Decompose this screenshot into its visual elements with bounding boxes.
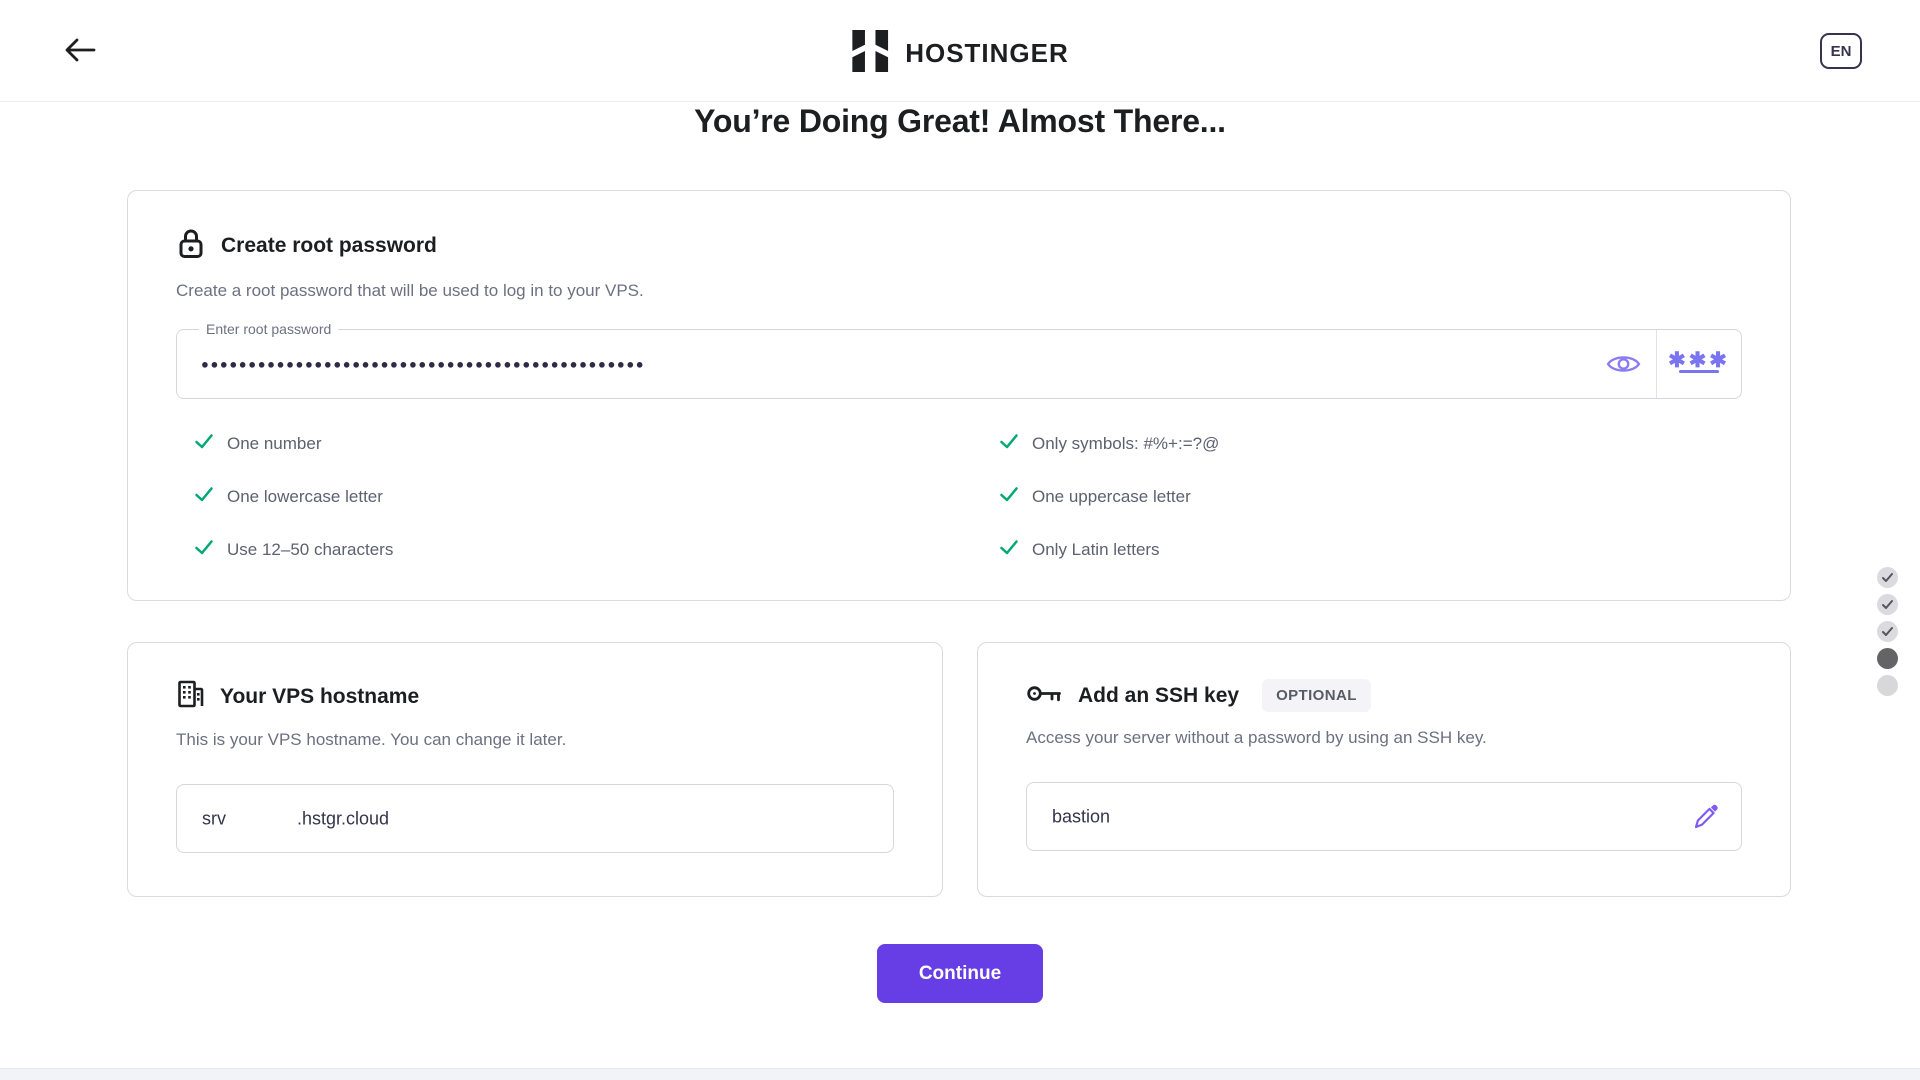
root-password-field[interactable]: Enter root password ●●●●●●●●●●●●●●●●●●●●… xyxy=(176,321,1742,399)
password-card-title: Create root password xyxy=(221,234,437,257)
ssh-key-input[interactable]: bastion xyxy=(1026,782,1742,851)
step-indicator-1[interactable] xyxy=(1877,567,1898,588)
step-indicator-2[interactable] xyxy=(1877,594,1898,615)
check-icon xyxy=(999,537,1019,562)
logo-wordmark: HOSTINGER xyxy=(905,38,1069,68)
ssh-card-header: Add an SSH key OPTIONAL xyxy=(1026,679,1742,712)
lock-icon xyxy=(176,227,206,265)
ssh-card-title: Add an SSH key xyxy=(1078,683,1240,707)
back-button[interactable] xyxy=(62,36,98,66)
continue-button[interactable]: Continue xyxy=(877,944,1043,1003)
edit-ssh-key-button[interactable] xyxy=(1692,803,1719,830)
check-icon xyxy=(999,431,1019,456)
ssh-key-value[interactable]: bastion xyxy=(1052,806,1111,826)
password-card-description: Create a root password that will be used… xyxy=(176,281,644,300)
ssh-key-card: Add an SSH key OPTIONAL Access your serv… xyxy=(977,642,1791,897)
building-icon xyxy=(176,679,205,714)
footer-strip xyxy=(0,1068,1920,1080)
pencil-icon xyxy=(1692,804,1719,833)
check-icon xyxy=(194,537,214,562)
hostname-card-description: This is your VPS hostname. You can chang… xyxy=(176,730,567,749)
setup-progress-stepper xyxy=(1877,567,1898,696)
ssh-card-description: Access your server without a password by… xyxy=(1026,728,1487,747)
requirement-one-number: One number xyxy=(194,431,999,456)
field-divider xyxy=(1656,330,1657,398)
hostname-input[interactable]: srv .hstgr.cloud xyxy=(176,784,894,853)
root-password-masked-value[interactable]: ●●●●●●●●●●●●●●●●●●●●●●●●●●●●●●●●●●●●●●●●… xyxy=(201,356,646,372)
hostname-suffix: .hstgr.cloud xyxy=(297,808,390,828)
check-icon xyxy=(999,484,1019,509)
top-bar: HOSTINGER EN xyxy=(0,0,1920,102)
hostname-card-header: Your VPS hostname xyxy=(176,679,894,714)
page-title: You’re Doing Great! Almost There... xyxy=(694,103,1226,139)
create-root-password-card: Create root password Create a root passw… xyxy=(127,190,1791,601)
requirement-length: Use 12–50 characters xyxy=(194,537,999,562)
hostinger-logo-icon xyxy=(851,30,889,77)
arrow-left-icon xyxy=(64,38,96,66)
requirement-one-uppercase: One uppercase letter xyxy=(999,484,1742,509)
key-icon xyxy=(1026,680,1063,712)
requirement-only-symbols: Only symbols: #%+:=?@ xyxy=(999,431,1742,456)
hostname-card-title: Your VPS hostname xyxy=(220,684,420,708)
hostname-value[interactable]: srv xyxy=(202,808,226,828)
requirement-one-lowercase: One lowercase letter xyxy=(194,484,999,509)
requirement-latin-letters: Only Latin letters xyxy=(999,537,1742,562)
optional-badge: OPTIONAL xyxy=(1262,679,1371,712)
eye-icon xyxy=(1606,356,1641,380)
step-indicator-4[interactable] xyxy=(1877,648,1898,669)
hostinger-logo: HOSTINGER xyxy=(851,30,1069,77)
step-indicator-3[interactable] xyxy=(1877,621,1898,642)
vps-hostname-card: Your VPS hostname This is your VPS hostn… xyxy=(127,642,943,897)
generate-password-button[interactable]: ✱✱✱ xyxy=(1657,330,1741,398)
password-requirements: One number Only symbols: #%+:=?@ One low… xyxy=(176,431,1742,562)
check-icon xyxy=(194,431,214,456)
password-card-header: Create root password xyxy=(176,227,1742,265)
check-icon xyxy=(194,484,214,509)
generate-password-icon: ✱✱✱ xyxy=(1668,349,1730,372)
show-password-button[interactable] xyxy=(1606,352,1641,377)
step-indicator-5[interactable] xyxy=(1877,675,1898,696)
root-password-label: Enter root password xyxy=(199,321,339,337)
language-button[interactable]: EN xyxy=(1820,33,1862,69)
